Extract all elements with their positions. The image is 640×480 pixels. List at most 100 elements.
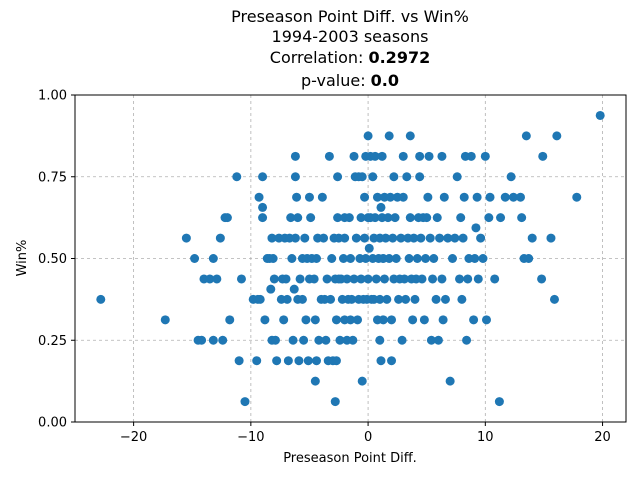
data-point bbox=[208, 335, 218, 345]
data-point bbox=[490, 274, 500, 284]
data-point bbox=[388, 233, 398, 243]
data-point bbox=[258, 202, 268, 212]
data-point bbox=[472, 192, 482, 202]
data-point bbox=[236, 274, 246, 284]
data-point bbox=[394, 294, 404, 304]
data-point bbox=[398, 151, 408, 161]
data-point bbox=[506, 172, 516, 182]
data-point bbox=[234, 356, 244, 366]
data-point bbox=[432, 213, 442, 223]
data-point bbox=[462, 335, 472, 345]
pvalue-label: p-value: bbox=[301, 71, 371, 90]
data-point bbox=[212, 274, 222, 284]
data-point bbox=[260, 315, 270, 325]
ticks-layer: −20 −10 0 10 20 0.00 0.25 0.50 0.75 1.00 bbox=[38, 89, 611, 446]
data-point bbox=[476, 233, 486, 243]
data-point bbox=[517, 213, 527, 223]
data-point bbox=[197, 335, 207, 345]
data-point bbox=[389, 172, 399, 182]
data-point bbox=[215, 233, 225, 243]
data-point bbox=[290, 233, 300, 243]
data-point bbox=[443, 233, 453, 243]
x-tick-label: −20 bbox=[120, 430, 147, 445]
x-tick-label: −10 bbox=[237, 430, 264, 445]
data-point bbox=[447, 254, 457, 263]
data-point bbox=[371, 274, 381, 284]
data-point bbox=[595, 110, 605, 120]
data-point bbox=[378, 315, 388, 325]
data-point bbox=[252, 356, 262, 366]
data-point bbox=[396, 233, 406, 243]
data-point bbox=[456, 213, 466, 223]
data-point bbox=[401, 294, 411, 304]
x-tick-label: 10 bbox=[477, 430, 494, 445]
data-point bbox=[440, 294, 450, 304]
data-point bbox=[457, 294, 467, 304]
data-point bbox=[353, 315, 363, 325]
pvalue-text: p-value: 0.0 bbox=[301, 71, 399, 90]
data-point bbox=[384, 254, 394, 263]
data-point bbox=[376, 202, 386, 212]
data-point bbox=[408, 315, 418, 325]
data-point bbox=[372, 192, 382, 202]
data-point bbox=[306, 213, 316, 223]
data-point bbox=[410, 294, 420, 304]
data-point bbox=[515, 192, 525, 202]
pvalue-value: 0.0 bbox=[371, 71, 399, 90]
y-tick-label: 0.75 bbox=[38, 170, 67, 185]
data-point bbox=[356, 213, 366, 223]
data-point bbox=[572, 192, 582, 202]
data-point bbox=[445, 376, 455, 386]
data-point bbox=[270, 335, 280, 345]
data-point bbox=[363, 131, 373, 141]
data-point bbox=[160, 315, 170, 325]
data-point bbox=[96, 294, 106, 304]
data-point bbox=[484, 213, 494, 223]
data-point bbox=[222, 213, 232, 223]
x-tick-label: 0 bbox=[364, 430, 372, 445]
data-point bbox=[412, 254, 422, 263]
data-point bbox=[254, 192, 264, 202]
data-point bbox=[469, 315, 479, 325]
data-point bbox=[473, 274, 483, 284]
data-point bbox=[349, 274, 359, 284]
data-point bbox=[376, 356, 386, 366]
data-point bbox=[279, 315, 289, 325]
data-point bbox=[439, 192, 449, 202]
correlation-text: Correlation: 0.2972 bbox=[270, 48, 430, 67]
data-point bbox=[370, 213, 380, 223]
data-point bbox=[437, 274, 447, 284]
data-point bbox=[317, 192, 327, 202]
data-point bbox=[391, 254, 401, 263]
data-point bbox=[208, 254, 218, 263]
data-point bbox=[435, 233, 445, 243]
data-point bbox=[282, 294, 292, 304]
data-point bbox=[331, 356, 341, 366]
chart-title: Preseason Point Diff. vs Win% bbox=[231, 7, 469, 26]
data-point bbox=[496, 213, 506, 223]
correlation-label: Correlation: bbox=[270, 48, 369, 67]
data-point bbox=[399, 274, 409, 284]
data-point bbox=[344, 213, 354, 223]
data-point bbox=[310, 315, 320, 325]
data-point bbox=[299, 335, 309, 345]
data-point bbox=[405, 131, 415, 141]
data-point bbox=[289, 284, 299, 294]
data-point bbox=[181, 233, 191, 243]
data-point bbox=[286, 213, 296, 223]
data-point bbox=[272, 356, 282, 366]
data-point bbox=[429, 254, 439, 263]
data-point bbox=[382, 294, 392, 304]
data-point bbox=[538, 151, 548, 161]
data-point bbox=[314, 335, 324, 345]
data-point bbox=[421, 254, 431, 263]
data-point bbox=[450, 233, 460, 243]
data-point bbox=[458, 233, 468, 243]
data-point bbox=[205, 274, 215, 284]
data-point bbox=[346, 315, 355, 325]
data-point bbox=[387, 315, 397, 325]
data-point bbox=[290, 172, 300, 182]
data-point bbox=[303, 356, 313, 366]
data-point bbox=[232, 172, 242, 182]
data-point bbox=[387, 356, 397, 366]
